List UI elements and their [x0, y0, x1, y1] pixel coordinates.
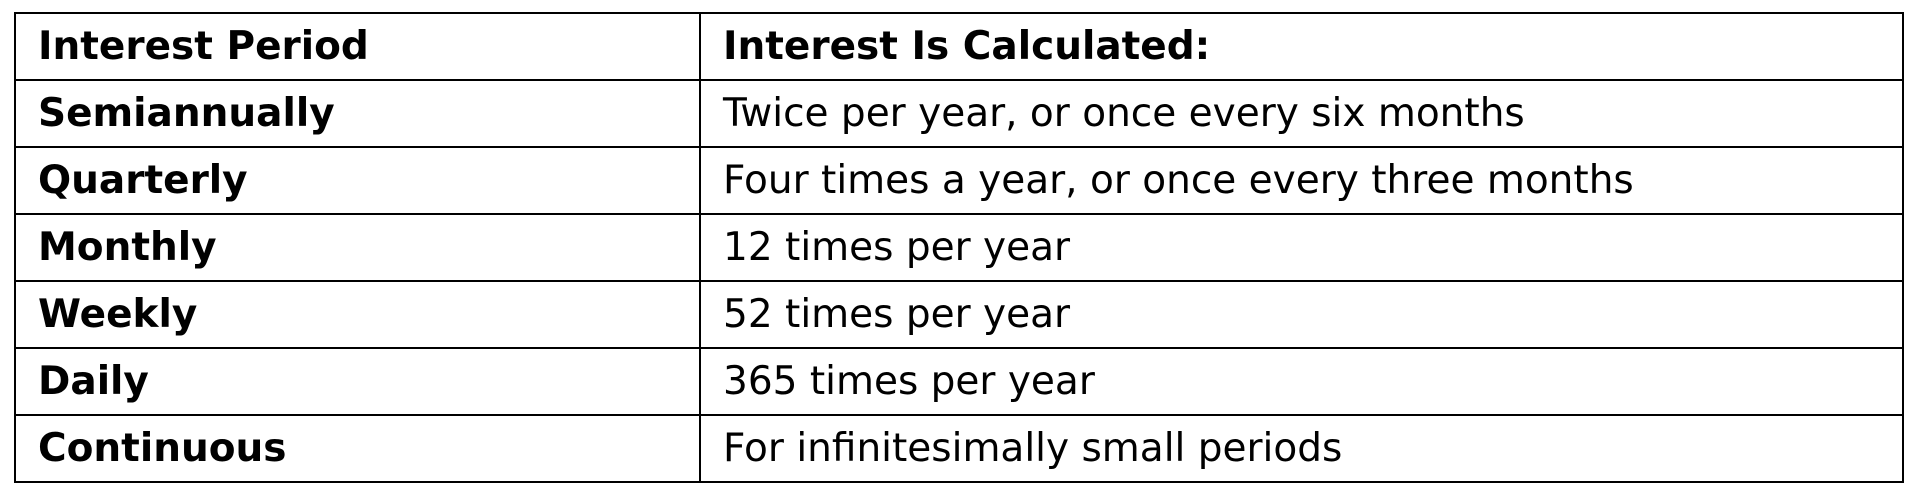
table-row: Daily 365 times per year — [14, 347, 1904, 416]
table-row: Weekly 52 times per year — [14, 280, 1904, 349]
description-cell: For infinitesimally small periods — [699, 414, 1904, 483]
table-row: Monthly 12 times per year — [14, 213, 1904, 282]
period-cell: Semiannually — [14, 79, 701, 148]
header-interest-calculated: Interest Is Calculated: — [699, 12, 1904, 81]
table-row: Semiannually Twice per year, or once eve… — [14, 79, 1904, 148]
table-row: Quarterly Four times a year, or once eve… — [14, 146, 1904, 215]
description-cell: Four times a year, or once every three m… — [699, 146, 1904, 215]
table-row: Continuous For infinitesimally small per… — [14, 414, 1904, 483]
period-cell: Weekly — [14, 280, 701, 349]
interest-period-table-container: Interest Period Interest Is Calculated: … — [14, 12, 1904, 483]
period-cell: Quarterly — [14, 146, 701, 215]
description-cell: 52 times per year — [699, 280, 1904, 349]
header-interest-period: Interest Period — [14, 12, 701, 81]
interest-period-table: Interest Period Interest Is Calculated: … — [14, 12, 1904, 483]
description-cell: Twice per year, or once every six months — [699, 79, 1904, 148]
description-cell: 12 times per year — [699, 213, 1904, 282]
description-cell: 365 times per year — [699, 347, 1904, 416]
period-cell: Monthly — [14, 213, 701, 282]
period-cell: Daily — [14, 347, 701, 416]
period-cell: Continuous — [14, 414, 701, 483]
table-header-row: Interest Period Interest Is Calculated: — [14, 12, 1904, 81]
